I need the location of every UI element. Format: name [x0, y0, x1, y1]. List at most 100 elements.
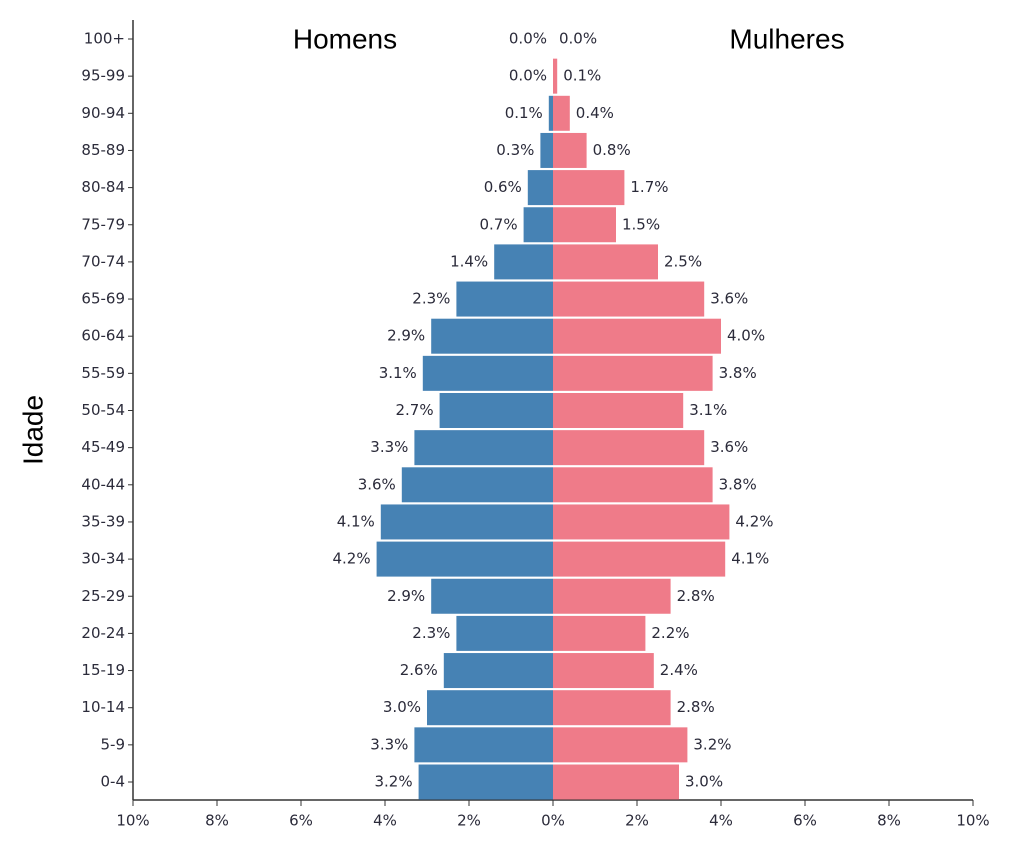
bar: [553, 690, 671, 726]
y-tick-label: 75-79: [81, 215, 125, 233]
x-tick-label: 6%: [793, 812, 817, 830]
value-label: 0.7%: [479, 215, 517, 233]
bar: [414, 727, 553, 763]
bar: [553, 281, 705, 317]
value-label: 2.9%: [387, 327, 425, 345]
y-tick-label: 35-39: [81, 512, 125, 530]
bar: [422, 355, 553, 391]
y-tick-label: 90-94: [81, 104, 125, 122]
bar: [439, 393, 553, 428]
value-label: 3.8%: [719, 475, 757, 493]
value-label: 0.3%: [496, 141, 534, 159]
bar: [553, 727, 688, 763]
value-label: 0.0%: [559, 30, 597, 48]
bar: [553, 578, 671, 614]
value-label: 3.6%: [358, 475, 396, 493]
y-tick-label: 10-14: [81, 698, 125, 716]
bar: [553, 393, 684, 428]
y-tick-label: 40-44: [81, 475, 125, 493]
bar: [414, 430, 553, 466]
value-label: 4.1%: [337, 512, 375, 530]
value-label: 0.0%: [509, 30, 547, 48]
value-label: 2.3%: [412, 290, 450, 308]
value-label: 2.2%: [651, 624, 689, 642]
x-tick-label: 0%: [541, 812, 565, 830]
value-label: 4.0%: [727, 327, 765, 345]
value-label: 3.6%: [710, 290, 748, 308]
legend-entry: Homens: [293, 23, 397, 54]
y-tick-label: 55-59: [81, 364, 125, 382]
bar: [553, 615, 646, 651]
value-label: 3.3%: [370, 438, 408, 456]
bar: [494, 244, 553, 280]
value-label: 2.8%: [677, 587, 715, 605]
y-tick-label: 15-19: [81, 661, 125, 679]
bar: [553, 58, 558, 94]
x-tick-label: 4%: [373, 812, 397, 830]
bar: [553, 541, 726, 577]
x-tick-label: 10%: [116, 812, 149, 830]
value-label: 4.2%: [735, 512, 773, 530]
y-tick-label: 5-9: [101, 735, 126, 753]
bar: [376, 541, 553, 577]
value-label: 1.4%: [450, 252, 488, 270]
y-tick-label: 60-64: [81, 327, 125, 345]
bar: [523, 207, 553, 243]
value-label: 4.2%: [332, 550, 370, 568]
y-tick-label: 70-74: [81, 252, 125, 270]
value-label: 0.0%: [509, 67, 547, 85]
bar: [553, 653, 654, 689]
y-tick-label: 30-34: [81, 550, 125, 568]
value-label: 0.8%: [593, 141, 631, 159]
x-tick-label: 4%: [709, 812, 733, 830]
y-tick-label: 25-29: [81, 587, 125, 605]
bar: [553, 467, 713, 503]
y-tick-label: 20-24: [81, 624, 125, 642]
legend-entry: Mulheres: [729, 23, 844, 54]
bar: [443, 653, 553, 689]
x-tick-label: 2%: [625, 812, 649, 830]
value-label: 2.6%: [400, 661, 438, 679]
bar: [553, 244, 658, 280]
bar: [418, 764, 553, 800]
y-tick-label: 80-84: [81, 178, 125, 196]
y-tick-label: 95-99: [81, 67, 125, 85]
value-label: 3.1%: [379, 364, 417, 382]
bar: [401, 467, 553, 503]
value-label: 0.1%: [563, 67, 601, 85]
value-label: 2.3%: [412, 624, 450, 642]
value-label: 0.4%: [576, 104, 614, 122]
value-label: 2.8%: [677, 698, 715, 716]
value-label: 3.6%: [710, 438, 748, 456]
y-tick-label: 100+: [84, 30, 125, 48]
value-label: 0.6%: [484, 178, 522, 196]
value-label: 3.2%: [374, 773, 412, 791]
y-tick-label: 65-69: [81, 290, 125, 308]
value-label: 4.1%: [731, 550, 769, 568]
bar: [553, 764, 679, 800]
bar: [553, 170, 625, 206]
bar: [553, 430, 705, 466]
value-label: 3.1%: [689, 401, 727, 419]
value-label: 2.9%: [387, 587, 425, 605]
value-label: 2.4%: [660, 661, 698, 679]
value-label: 1.7%: [630, 178, 668, 196]
value-label: 3.0%: [685, 773, 723, 791]
value-label: 3.2%: [693, 735, 731, 753]
value-label: 2.5%: [664, 252, 702, 270]
bar: [553, 355, 713, 391]
bar: [380, 504, 553, 540]
value-label: 3.3%: [370, 735, 408, 753]
bar: [540, 132, 553, 168]
y-tick-label: 45-49: [81, 438, 125, 456]
bar: [553, 504, 730, 540]
bar: [527, 170, 553, 206]
x-tick-label: 6%: [289, 812, 313, 830]
value-label: 3.8%: [719, 364, 757, 382]
bar: [431, 318, 553, 354]
bar: [553, 132, 587, 168]
y-tick-label: 0-4: [101, 773, 126, 791]
bar: [427, 690, 553, 726]
x-tick-label: 8%: [205, 812, 229, 830]
